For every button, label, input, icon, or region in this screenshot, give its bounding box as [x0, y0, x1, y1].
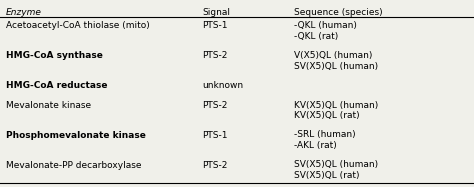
Text: HMG-CoA reductase: HMG-CoA reductase	[6, 81, 108, 90]
Text: Acetoacetyl-CoA thiolase (mito): Acetoacetyl-CoA thiolase (mito)	[6, 21, 150, 30]
Text: Phosphomevalonate kinase: Phosphomevalonate kinase	[6, 131, 146, 140]
Text: KV(X5)QL (human): KV(X5)QL (human)	[294, 100, 378, 110]
Text: PTS-2: PTS-2	[202, 100, 228, 110]
Text: KV(X5)QL (rat): KV(X5)QL (rat)	[294, 111, 360, 120]
Text: Sequence (species): Sequence (species)	[294, 8, 383, 17]
Text: PTS-2: PTS-2	[202, 160, 228, 169]
Text: Mevalonate kinase: Mevalonate kinase	[6, 100, 91, 110]
Text: -AKL (rat): -AKL (rat)	[294, 141, 337, 150]
Text: SV(X5)QL (human): SV(X5)QL (human)	[294, 62, 378, 70]
Text: Enzyme: Enzyme	[6, 8, 42, 17]
Text: PTS-2: PTS-2	[202, 51, 228, 60]
Text: -SRL (human): -SRL (human)	[294, 131, 356, 140]
Text: SV(X5)QL (human): SV(X5)QL (human)	[294, 160, 378, 169]
Text: -QKL (rat): -QKL (rat)	[294, 31, 338, 41]
Text: V(X5)QL (human): V(X5)QL (human)	[294, 51, 373, 60]
Text: Signal: Signal	[202, 8, 230, 17]
Text: SV(X5)QL (rat): SV(X5)QL (rat)	[294, 171, 359, 180]
Text: PTS-1: PTS-1	[202, 131, 228, 140]
Text: Mevalonate-PP decarboxylase: Mevalonate-PP decarboxylase	[6, 160, 142, 169]
Text: PTS-1: PTS-1	[202, 21, 228, 30]
Text: unknown: unknown	[202, 81, 243, 90]
Text: -QKL (human): -QKL (human)	[294, 21, 357, 30]
Text: HMG-CoA synthase: HMG-CoA synthase	[6, 51, 103, 60]
